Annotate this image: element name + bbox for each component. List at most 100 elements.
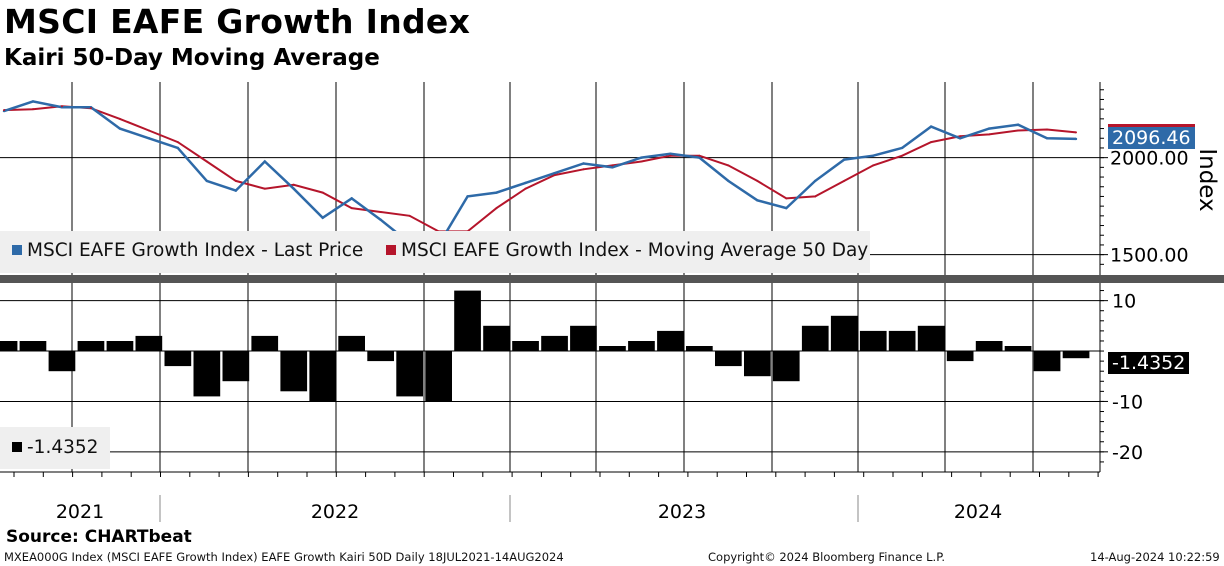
moving-average-point bbox=[727, 164, 730, 167]
x-tick-label-year: 2024 bbox=[954, 501, 1002, 523]
kairi-bar bbox=[483, 325, 510, 351]
legend-item-moving-average: MSCI EAFE Growth Index - Moving Average … bbox=[386, 240, 868, 261]
moving-average-point bbox=[930, 141, 933, 144]
moving-average-point bbox=[959, 135, 962, 138]
y-tick-label-upper: 2000.00 bbox=[1110, 148, 1189, 170]
kairi-bar bbox=[975, 341, 1003, 352]
last-price-point bbox=[582, 162, 585, 165]
moving-average-point bbox=[901, 154, 904, 157]
legend-item-last-price: MSCI EAFE Growth Index - Last Price bbox=[12, 240, 363, 261]
moving-average-point bbox=[814, 195, 817, 198]
legend-swatch-kairi bbox=[12, 442, 22, 452]
last-price-point bbox=[350, 197, 353, 200]
moving-average-point bbox=[785, 197, 788, 200]
last-price-point bbox=[958, 137, 962, 140]
kairi-bar bbox=[628, 341, 655, 352]
kairi-bar bbox=[222, 351, 250, 382]
last-price-point bbox=[669, 152, 672, 155]
moving-average-point bbox=[379, 210, 382, 213]
y-tick-label-lower: -20 bbox=[1112, 442, 1143, 464]
last-price-point bbox=[843, 158, 846, 161]
y-tick-label-upper: 1500.00 bbox=[1110, 245, 1189, 267]
kairi-bar bbox=[512, 341, 539, 352]
upper-legend: MSCI EAFE Growth Index - Last Price MSCI… bbox=[0, 231, 870, 273]
last-price-point bbox=[495, 191, 498, 194]
moving-average-point bbox=[263, 187, 266, 190]
moving-average-point bbox=[1017, 129, 1020, 132]
kairi-bar bbox=[1062, 351, 1090, 359]
moving-average-point bbox=[640, 160, 643, 163]
legend-swatch-last-price bbox=[12, 245, 22, 255]
panel-divider bbox=[0, 275, 1224, 283]
legend-label-kairi: -1.4352 bbox=[27, 437, 99, 458]
moving-average-point bbox=[495, 207, 498, 210]
last-price-point bbox=[118, 127, 122, 130]
moving-average-point bbox=[321, 191, 324, 194]
last-price-point bbox=[379, 218, 382, 221]
legend-label-last-price: MSCI EAFE Growth Index - Last Price bbox=[27, 240, 364, 261]
kairi-bar bbox=[338, 335, 365, 351]
footer-description: MXEA000G Index (MSCI EAFE Growth Index) … bbox=[4, 550, 564, 564]
kairi-bar bbox=[917, 325, 945, 351]
y-tick-label-lower: 10 bbox=[1112, 291, 1136, 313]
moving-average-point bbox=[698, 154, 701, 157]
last-price-point bbox=[814, 179, 817, 183]
last-price-point bbox=[176, 146, 180, 150]
last-price-point bbox=[1074, 137, 1078, 141]
y-tick-label-lower: -10 bbox=[1112, 391, 1143, 413]
legend-item-kairi: -1.4352 bbox=[12, 437, 98, 458]
moving-average-point bbox=[234, 179, 237, 182]
moving-average-point bbox=[350, 207, 353, 210]
kairi-bar bbox=[0, 341, 18, 352]
moving-average-point bbox=[1046, 128, 1049, 131]
kairi-bar bbox=[772, 351, 800, 382]
kairi-bar bbox=[801, 325, 829, 351]
kairi-bar bbox=[859, 330, 887, 352]
moving-average-point bbox=[524, 187, 527, 190]
moving-average-point bbox=[60, 105, 63, 108]
moving-average-point bbox=[205, 160, 208, 163]
kairi-bar bbox=[715, 351, 742, 367]
last-price-point bbox=[292, 187, 295, 190]
moving-average-point bbox=[147, 129, 150, 132]
last-price-point bbox=[756, 199, 759, 202]
last-price-point bbox=[234, 189, 237, 192]
kairi-bar bbox=[106, 341, 134, 352]
kairi-bar bbox=[454, 290, 481, 352]
kairi-bar bbox=[164, 351, 192, 367]
x-tick-label-year: 2023 bbox=[658, 501, 706, 523]
moving-average-point bbox=[408, 214, 411, 217]
moving-average-line bbox=[3, 105, 1077, 233]
source-note: Source: CHARTbeat bbox=[6, 527, 192, 547]
moving-average-point bbox=[176, 141, 179, 144]
last-price-tag: 2096.46 bbox=[1108, 124, 1195, 149]
last-price-point bbox=[640, 156, 643, 159]
last-price-point bbox=[611, 166, 614, 169]
kairi-bar bbox=[599, 346, 626, 351]
kairi-bar bbox=[77, 341, 105, 352]
last-price-point bbox=[553, 171, 556, 175]
kairi-bar bbox=[830, 315, 858, 352]
kairi-bar bbox=[251, 335, 279, 351]
moving-average-point bbox=[582, 168, 585, 171]
last-price-point bbox=[987, 127, 991, 130]
moving-average-point bbox=[3, 109, 5, 112]
kairi-bar bbox=[19, 341, 47, 352]
moving-average-point bbox=[988, 133, 991, 136]
kairi-bar bbox=[657, 330, 684, 352]
moving-average-point bbox=[292, 183, 295, 186]
last-price-point bbox=[727, 179, 730, 183]
moving-average-point bbox=[843, 179, 846, 182]
last-price-point bbox=[698, 156, 701, 159]
moving-average-point bbox=[553, 174, 556, 177]
last-price-point bbox=[524, 181, 527, 185]
moving-average-point bbox=[669, 154, 672, 157]
kairi-bar bbox=[280, 351, 308, 392]
last-price-point bbox=[205, 179, 209, 183]
kairi-bar bbox=[193, 351, 221, 397]
moving-average-point bbox=[31, 108, 34, 111]
kairi-bar bbox=[686, 346, 713, 351]
last-price-point bbox=[1016, 123, 1020, 126]
legend-swatch-moving-average bbox=[386, 245, 396, 255]
moving-average-point bbox=[611, 164, 614, 167]
